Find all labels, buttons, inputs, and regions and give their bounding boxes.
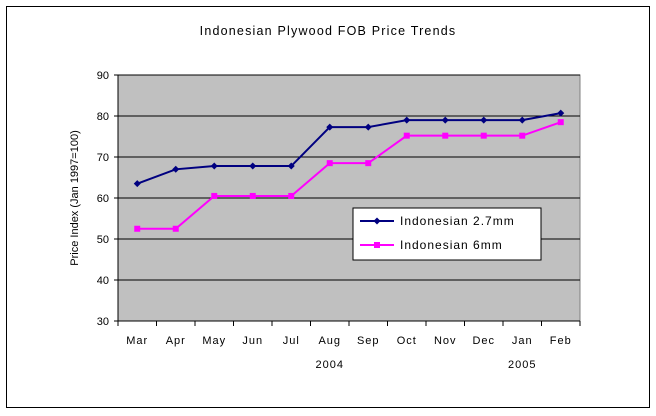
x-tick-label: May [202, 335, 226, 347]
y-axis: 30 40 50 60 70 80 90 [97, 70, 119, 328]
data-point [210, 162, 218, 170]
x-tick-label: Jun [242, 335, 263, 347]
data-point [480, 132, 487, 139]
legend-box [352, 207, 542, 261]
data-point [364, 123, 372, 131]
data-point [480, 116, 488, 124]
legend-item: Indonesian 6mm [360, 238, 503, 252]
x-tick-label: Mar [126, 335, 148, 347]
data-point [211, 192, 218, 199]
data-point [441, 116, 449, 124]
data-point [326, 160, 333, 167]
x-tick-label: Dec [472, 335, 495, 347]
gridlines [118, 74, 580, 281]
y-tick-label: 70 [97, 152, 109, 164]
data-point [133, 180, 141, 188]
legend-label: Indonesian 6mm [400, 238, 503, 252]
legend-label: Indonesian 2.7mm [400, 214, 515, 228]
y-axis-label: Price Index (Jan 1997=100) [69, 130, 81, 265]
data-point [172, 165, 180, 173]
x-tick-label: Aug [318, 335, 341, 347]
series-layer [133, 109, 565, 232]
series-line [136, 112, 561, 185]
data-point [403, 132, 410, 139]
series-1 [133, 109, 565, 188]
data-point [442, 132, 449, 139]
y-tick-label: 60 [97, 193, 109, 205]
data-point [249, 162, 257, 170]
x-axis: Mar Apr May Jun Jul Aug Sep Oct Nov Dec Jan Feb 2004… [117, 320, 581, 371]
data-point [557, 119, 564, 126]
x-tick-label: Nov [434, 335, 457, 347]
x-tick-label: Oct [397, 335, 417, 347]
legend-item: Indonesian 2.7mm [360, 214, 515, 228]
y-tick-label: 90 [97, 70, 109, 82]
legend-marker [373, 217, 381, 225]
y-tick-label: 30 [97, 316, 109, 328]
data-point [403, 116, 411, 124]
x-tick-label: Feb [550, 335, 572, 347]
y-tick-label: 40 [97, 275, 109, 287]
data-point [249, 192, 256, 199]
data-point [518, 116, 526, 124]
x-tick-label: Jul [283, 335, 300, 347]
year-label: 2004 [316, 359, 344, 371]
legend: Indonesian 2.7mm Indonesian 6mm [352, 207, 542, 261]
chart-title: Indonesian Plywood FOB Price Trends [200, 24, 457, 38]
data-point [172, 225, 179, 232]
data-point [557, 109, 565, 117]
data-point [288, 192, 295, 199]
x-tick-label: Jan [512, 335, 533, 347]
year-label: 2005 [508, 359, 536, 371]
series-line [137, 121, 562, 230]
data-point [326, 123, 334, 131]
series-2 [134, 119, 564, 232]
data-point [365, 160, 372, 167]
x-tick-label: Apr [166, 335, 186, 347]
x-tick-label: Sep [357, 335, 380, 347]
y-tick-label: 80 [97, 111, 109, 123]
data-point [519, 132, 526, 139]
y-tick-label: 50 [97, 234, 109, 246]
data-point [134, 225, 141, 232]
data-point [287, 162, 295, 170]
legend-marker [374, 242, 380, 248]
